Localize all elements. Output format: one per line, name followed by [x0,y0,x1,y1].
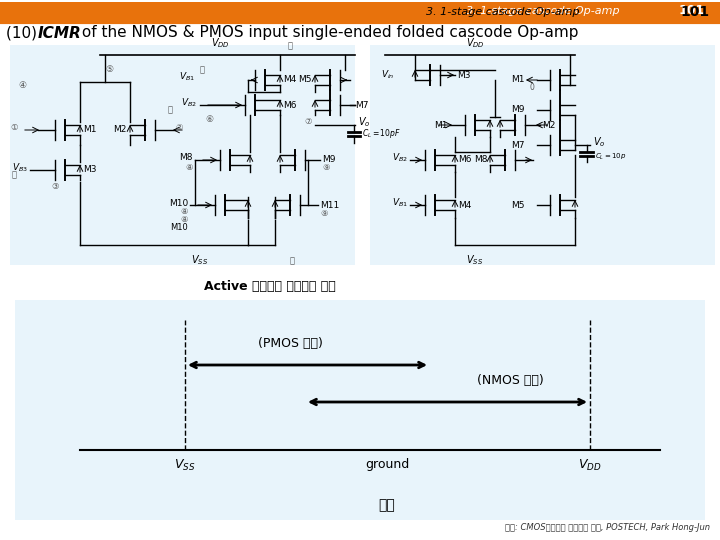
Text: $V_o$: $V_o$ [358,115,371,129]
Text: Ⓚ: Ⓚ [290,256,295,265]
Text: 101: 101 [679,4,705,17]
Text: ground: ground [365,458,409,471]
Text: $V_{DD}$: $V_{DD}$ [210,36,230,50]
Text: M5: M5 [511,200,525,210]
Text: M1: M1 [434,120,448,130]
Text: $V_o$: $V_o$ [593,135,606,149]
Text: $V_{SS}$: $V_{SS}$ [467,253,484,267]
Text: ③: ③ [51,182,59,191]
Text: M10: M10 [170,224,188,233]
Text: M5: M5 [299,76,312,84]
Text: Ⓥ: Ⓥ [200,65,205,75]
Text: M3: M3 [457,71,470,79]
Text: ⓙ: ⓙ [12,171,17,179]
Text: M8: M8 [179,153,193,163]
Text: M11: M11 [320,200,339,210]
Text: M4: M4 [458,200,472,210]
Text: M6: M6 [283,100,297,110]
Text: ②: ② [175,123,182,132]
Text: $V_{B1}$: $V_{B1}$ [179,71,195,83]
Text: Active 공통모드 입력전압 범위: Active 공통모드 입력전압 범위 [204,280,336,293]
Text: $V_{B2}$: $V_{B2}$ [181,97,197,109]
Text: $C_L=10p$: $C_L=10p$ [595,152,626,162]
Text: M9: M9 [511,105,525,114]
Text: ⑨: ⑨ [322,164,330,172]
Text: M7: M7 [511,140,525,150]
Text: $C_L=10pF$: $C_L=10pF$ [362,127,401,140]
Text: (PMOS 입력): (PMOS 입력) [258,337,323,350]
Bar [10,45,355,265]
Text: ICMR: ICMR [38,25,82,40]
Text: M3: M3 [83,165,96,174]
Text: M6: M6 [458,156,472,165]
Bar [0,2,720,20]
Text: ⑦: ⑦ [305,118,312,126]
Text: $V_{SS}$: $V_{SS}$ [192,253,209,267]
Text: M2: M2 [114,125,127,134]
Text: ⑤: ⑤ [105,65,113,75]
Text: M2: M2 [542,120,555,130]
Text: M1: M1 [83,125,96,134]
Text: (10): (10) [6,25,42,40]
Text: of the NMOS & PMOS input single-ended folded cascode Op-amp: of the NMOS & PMOS input single-ended fo… [77,25,578,40]
Bar [370,45,715,265]
Text: 0: 0 [530,83,535,91]
Text: $V_{DD}$: $V_{DD}$ [466,36,485,50]
Text: M4: M4 [283,76,297,84]
Text: M7: M7 [355,100,369,110]
Text: Ⓢ: Ⓢ [168,105,173,114]
Text: 전위: 전위 [379,498,395,512]
Text: $V_{in}$: $V_{in}$ [382,69,395,81]
Text: M8: M8 [474,156,488,165]
Text: ①: ① [11,123,18,132]
Text: ⑨: ⑨ [320,208,328,218]
Text: ⑥: ⑥ [205,116,213,125]
Bar [15,300,705,520]
Text: $V_{DD}$: $V_{DD}$ [578,458,602,473]
Text: ④: ④ [18,80,26,90]
Text: ⑧: ⑧ [181,215,188,225]
Text: 3. 1-stage cascode Op-amp: 3. 1-stage cascode Op-amp [467,6,620,16]
Text: ⑧: ⑧ [181,207,188,217]
Text: $V_{B3}$: $V_{B3}$ [12,162,28,174]
Text: ⓙ: ⓙ [287,41,292,50]
Text: M10: M10 [168,199,188,207]
Text: 참조: CMOS아날로그 집적회로 설계, POSTECH, Park Hong-Jun: 참조: CMOS아날로그 집적회로 설계, POSTECH, Park Hong… [505,523,710,532]
Text: 3. 1-stage cascode Op-amp: 3. 1-stage cascode Op-amp [426,7,580,17]
Text: M1: M1 [511,76,525,84]
Text: $V_{B1}$: $V_{B1}$ [392,197,408,209]
Text: $V_{B2}$: $V_{B2}$ [392,152,408,164]
Text: ⑧: ⑧ [186,164,193,172]
Text: 101: 101 [681,5,710,19]
Text: M9: M9 [322,156,336,165]
Text: $V_{SS}$: $V_{SS}$ [174,458,196,473]
Text: (NMOS 입력): (NMOS 입력) [477,374,544,387]
